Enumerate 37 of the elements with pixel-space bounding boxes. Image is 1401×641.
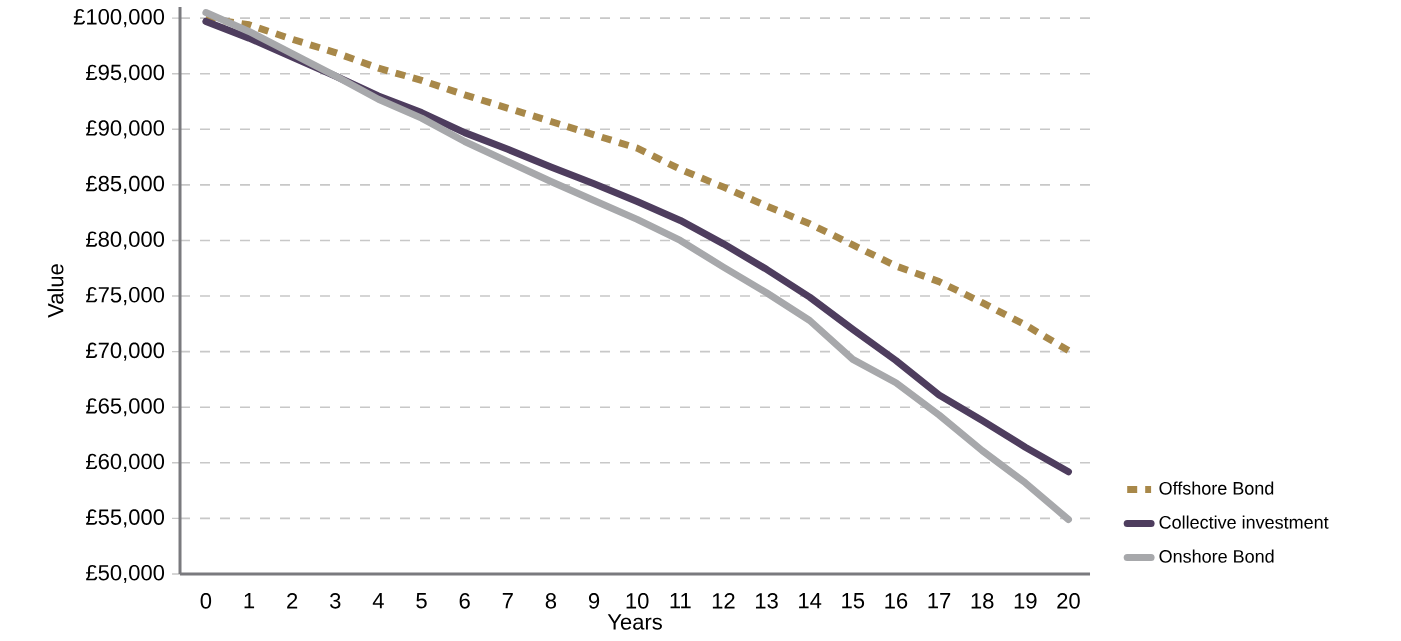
legend-label: Collective investment	[1159, 515, 1329, 529]
y-tick-label: £50,000	[86, 564, 165, 584]
y-tick-label: £60,000	[86, 453, 165, 472]
y-tick-label: £100,000	[73, 9, 165, 28]
y-tick-label: £75,000	[86, 286, 165, 306]
x-tick-label: 19	[1014, 593, 1037, 609]
x-tick-label: 6	[459, 593, 470, 609]
x-tick-label: 0	[200, 593, 212, 609]
x-tick-label: 20	[1057, 593, 1080, 609]
y-tick-label: £95,000	[86, 64, 165, 83]
x-tick-label: 7	[502, 593, 513, 609]
y-tick-label: £70,000	[86, 342, 165, 361]
x-tick-label: 4	[372, 593, 384, 609]
x-tick-label: 2	[287, 593, 298, 609]
x-tick-label: 9	[588, 593, 600, 609]
y-tick-label: £80,000	[86, 231, 165, 250]
x-tick-label: 14	[799, 593, 822, 609]
x-tick-label: 17	[928, 593, 951, 609]
legend-label: Offshore Bond	[1159, 481, 1274, 495]
x-tick-label: 8	[545, 593, 557, 609]
y-tick-label: £65,000	[86, 398, 165, 417]
x-tick-label: 12	[712, 593, 735, 609]
y-axis-title: Value	[47, 264, 64, 318]
x-tick-label: 1	[244, 593, 255, 609]
x-tick-label: 11	[670, 593, 691, 609]
x-tick-label: 3	[330, 593, 341, 609]
y-tick-label: £55,000	[86, 509, 165, 528]
x-tick-label: 16	[885, 593, 908, 609]
x-tick-label: 15	[842, 593, 865, 609]
y-tick-label: £85,000	[86, 175, 165, 194]
x-tick-label: 18	[971, 593, 994, 609]
x-tick-label: 13	[755, 593, 778, 609]
x-axis-title: Years	[607, 614, 662, 630]
y-tick-label: £90,000	[86, 120, 165, 139]
legend-label: Onshore Bond	[1159, 549, 1274, 563]
x-tick-label: 10	[626, 593, 649, 609]
x-tick-label: 5	[416, 593, 427, 609]
